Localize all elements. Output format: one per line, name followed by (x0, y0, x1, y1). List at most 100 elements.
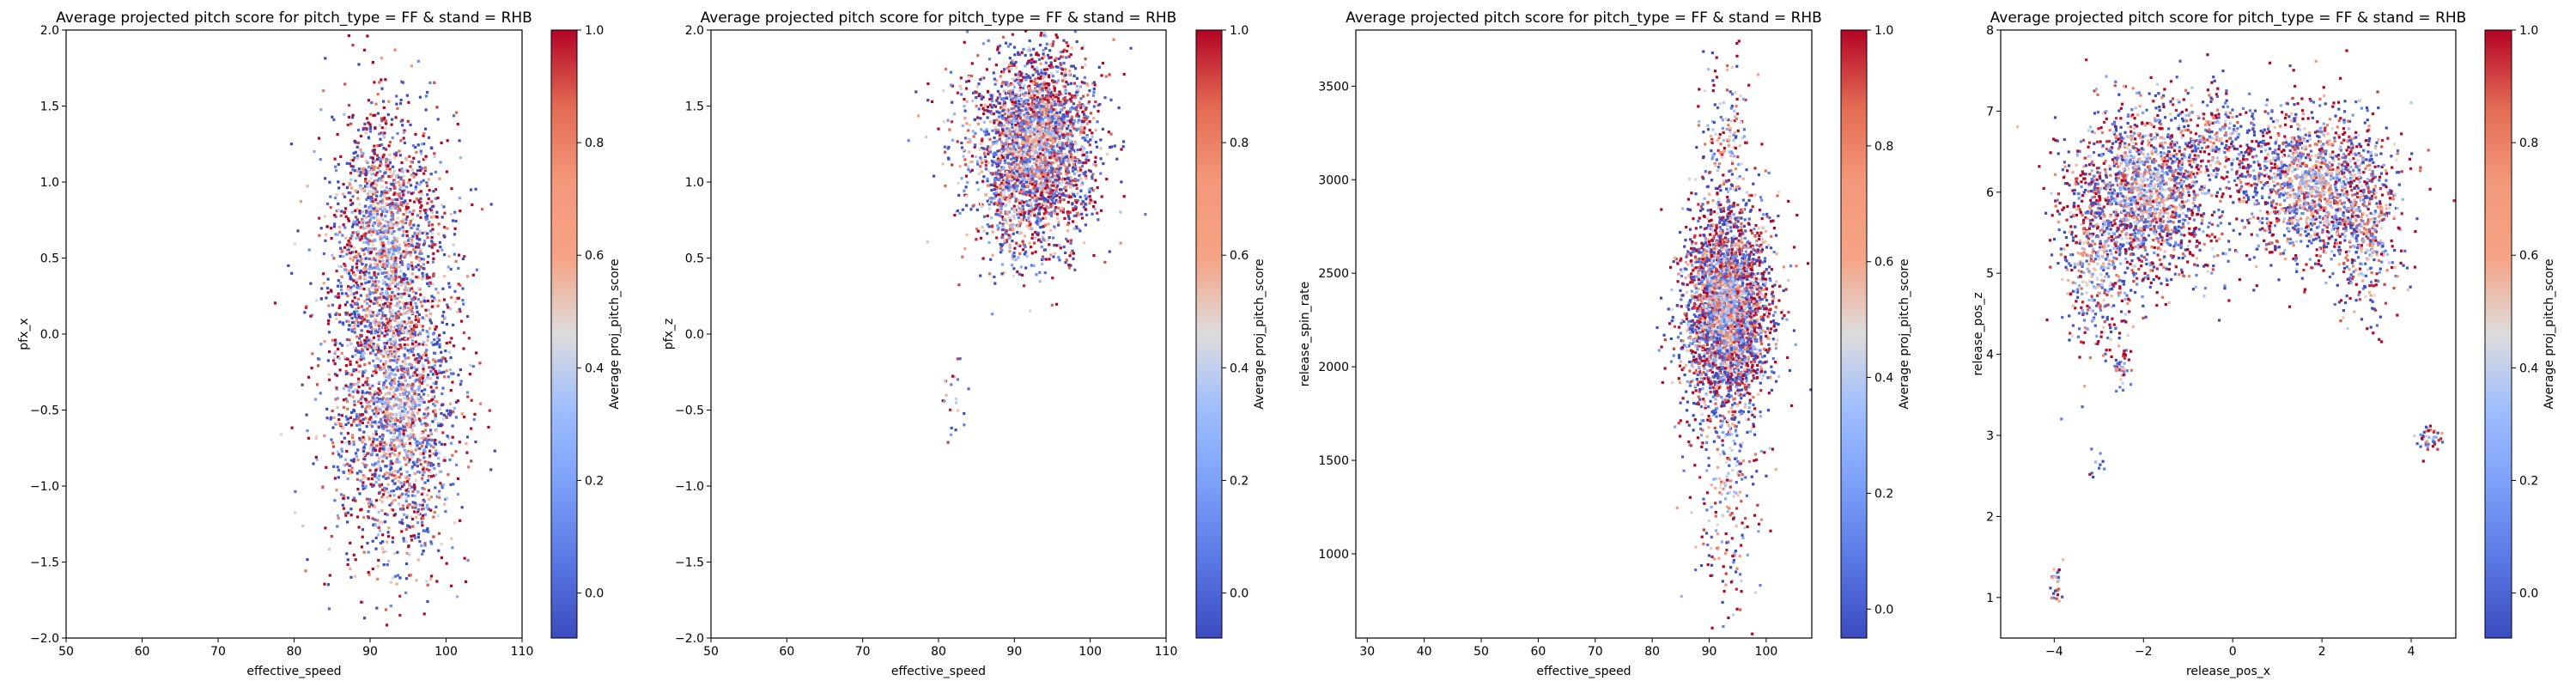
data-point (388, 242, 392, 246)
data-point (997, 123, 1000, 126)
data-point (352, 408, 355, 412)
data-point (384, 379, 387, 382)
data-point (1035, 179, 1038, 183)
data-point (370, 100, 374, 105)
data-point (348, 338, 351, 342)
data-point (447, 436, 450, 440)
data-point (1051, 204, 1054, 207)
data-point (399, 119, 403, 123)
data-point (1061, 180, 1065, 184)
data-point (412, 327, 416, 331)
data-point (349, 275, 352, 278)
data-point (412, 175, 416, 179)
data-point (354, 354, 357, 357)
data-point (394, 274, 398, 277)
data-point (390, 211, 393, 215)
data-point (451, 219, 455, 222)
data-point (426, 528, 429, 532)
data-point (369, 285, 373, 289)
data-point (381, 132, 385, 136)
data-point (368, 221, 371, 224)
data-point (368, 299, 372, 303)
data-point (368, 386, 372, 390)
data-point (373, 207, 376, 210)
data-point (351, 168, 355, 172)
data-point (402, 425, 405, 429)
data-point (1040, 69, 1043, 72)
data-point (392, 193, 396, 197)
data-point (1092, 253, 1096, 258)
data-point (382, 362, 386, 366)
data-point (360, 358, 363, 362)
data-point (374, 262, 377, 265)
data-point (977, 82, 981, 86)
data-point (392, 330, 395, 333)
data-point (391, 244, 395, 247)
data-point (350, 466, 354, 470)
data-point (409, 123, 412, 126)
data-point (432, 190, 435, 193)
data-point (417, 313, 422, 317)
data-point (410, 243, 413, 246)
data-point (1020, 187, 1024, 191)
data-point (1036, 219, 1039, 222)
data-point (398, 248, 401, 252)
data-point (372, 343, 375, 346)
data-point (337, 356, 340, 359)
data-point (440, 204, 444, 207)
data-point (387, 197, 391, 200)
data-point (403, 129, 406, 132)
data-point (425, 467, 428, 471)
data-point (380, 199, 385, 203)
data-point (374, 429, 378, 433)
data-point (1013, 79, 1017, 82)
data-point (434, 439, 437, 442)
data-point (374, 113, 377, 117)
data-point (402, 131, 405, 134)
data-point (414, 441, 417, 445)
data-point (1121, 145, 1125, 149)
data-point (440, 141, 443, 144)
data-point (1034, 185, 1037, 189)
data-point (1008, 83, 1012, 87)
data-point (405, 337, 409, 341)
data-point (433, 466, 436, 471)
data-point (416, 458, 420, 461)
data-point (1057, 93, 1060, 97)
data-point (360, 247, 363, 251)
data-point (413, 366, 416, 369)
data-point (459, 383, 463, 386)
data-point (366, 213, 369, 216)
data-point (396, 459, 399, 462)
data-point (432, 515, 435, 519)
data-point (389, 274, 393, 277)
data-point (1028, 89, 1031, 93)
data-point (375, 476, 379, 479)
data-point (473, 412, 477, 416)
data-point (408, 362, 411, 366)
data-point (368, 313, 372, 316)
data-point (364, 172, 368, 175)
data-point (375, 606, 379, 610)
data-point (429, 540, 433, 544)
data-point (407, 307, 410, 310)
data-point (421, 520, 424, 524)
data-point (1003, 159, 1006, 162)
data-point (327, 319, 331, 322)
data-point (377, 460, 380, 464)
data-point (394, 325, 398, 329)
data-point (1086, 84, 1090, 88)
data-point (1024, 173, 1028, 177)
data-point (447, 254, 451, 258)
data-point (410, 417, 414, 421)
data-point (344, 292, 348, 295)
data-point (301, 383, 304, 386)
data-point (360, 508, 363, 511)
data-point (425, 214, 429, 217)
data-point (337, 347, 340, 351)
data-point (380, 225, 384, 228)
data-point (454, 400, 458, 404)
data-point (378, 143, 381, 147)
data-point (339, 246, 343, 250)
data-point (352, 383, 355, 386)
